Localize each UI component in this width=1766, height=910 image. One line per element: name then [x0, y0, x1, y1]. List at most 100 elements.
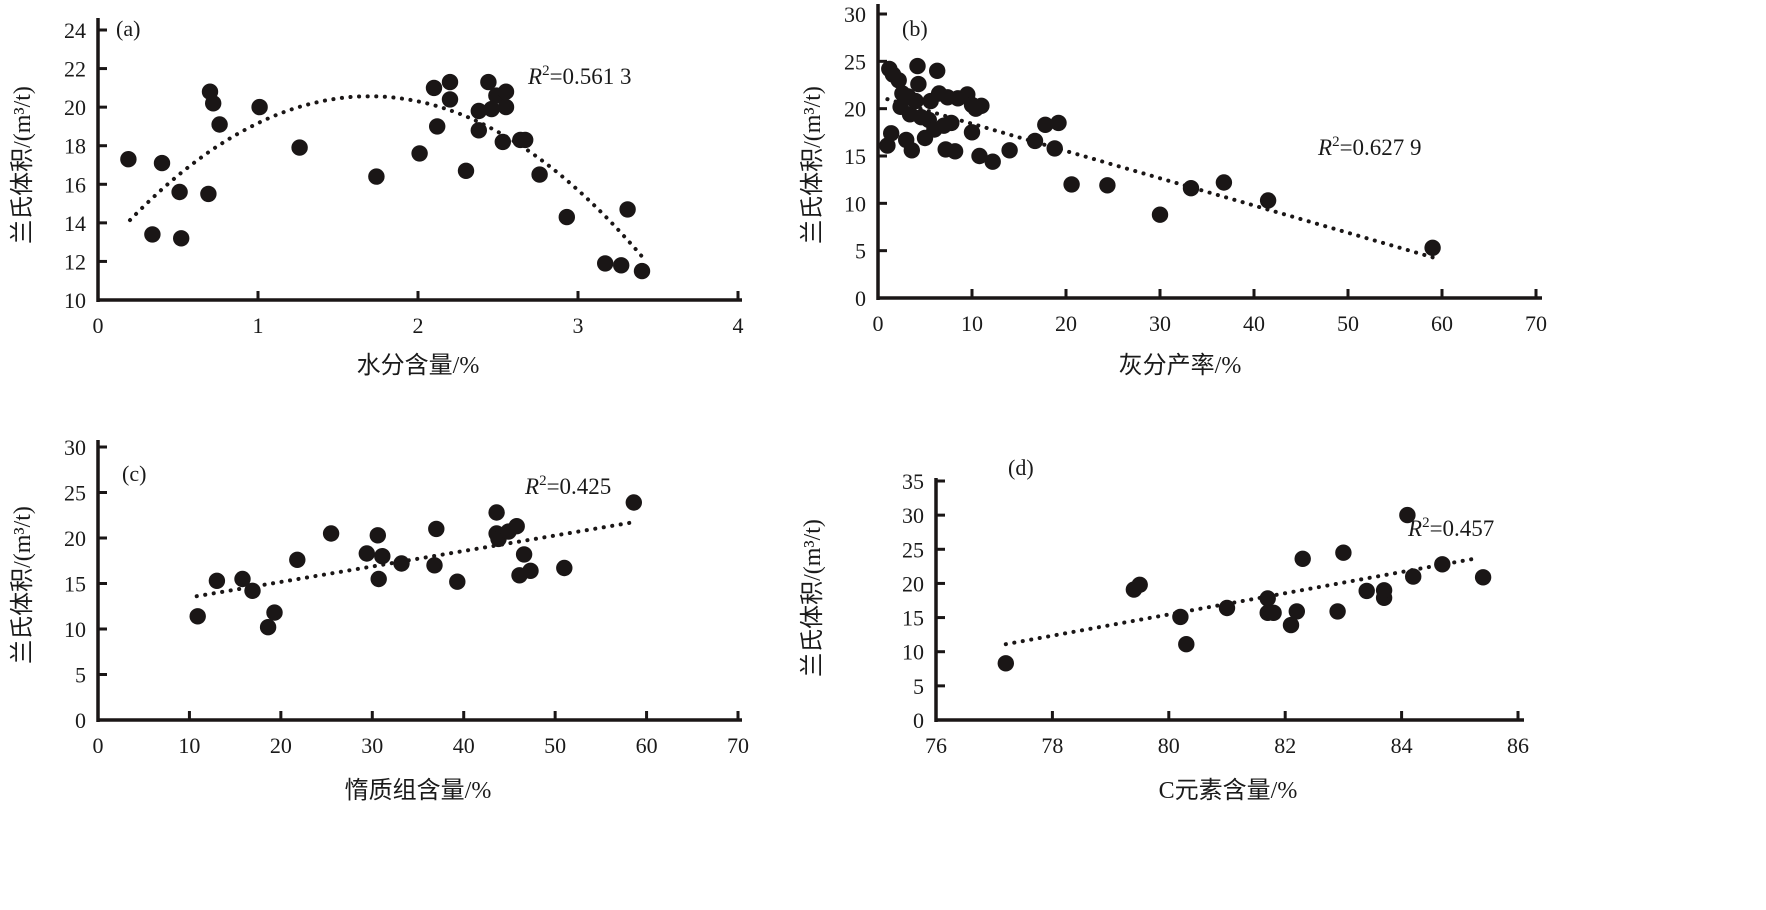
data-point	[1178, 636, 1195, 653]
panel-c-ylabel: 兰氏体积/(m³/t)	[9, 506, 36, 664]
data-point	[259, 619, 277, 636]
trendline-path	[1003, 556, 1480, 647]
data-point	[619, 201, 636, 218]
y-tick-label: 20	[902, 571, 924, 596]
data-point	[449, 573, 466, 590]
panel-b-r2-label: R2=0.627 9	[1317, 134, 1422, 160]
y-tick-label: 5	[913, 674, 924, 699]
data-point	[1265, 604, 1282, 621]
data-point	[963, 124, 981, 141]
x-tick-label: 2	[413, 313, 424, 338]
x-tick-label: 50	[1337, 311, 1359, 336]
y-tick-label: 14	[64, 211, 86, 236]
panel-d-r2-label: R2=0.457	[1407, 515, 1494, 541]
x-tick-label: 76	[925, 733, 947, 758]
data-point	[1026, 132, 1044, 150]
panel-d-ylabel: 兰氏体积/(m³/t)	[799, 519, 826, 677]
panel-b-ash: 0 10 20 30 40 50 60 70 0 5 10 15 20 25 30 (b) R2=0.627…	[799, 2, 1547, 379]
data-point	[973, 97, 990, 115]
data-point	[497, 83, 515, 100]
x-tick-label: 0	[93, 313, 104, 338]
data-point	[251, 98, 268, 116]
data-point	[494, 133, 511, 151]
panel-c-ticks: 0 10 20 30 40 50 60 70 0 5 10 15 20 25 30	[64, 435, 749, 758]
x-tick-label: 3	[573, 313, 584, 338]
x-tick-label: 60	[636, 733, 658, 758]
data-point	[244, 582, 261, 599]
y-tick-label: 10	[902, 640, 924, 665]
data-point	[393, 555, 410, 572]
data-point	[369, 527, 386, 544]
panel-a-label: (a)	[116, 16, 140, 41]
data-point	[558, 208, 575, 226]
data-point	[1215, 174, 1233, 191]
r2-value: =0.425	[547, 474, 612, 499]
panel-d-ticks: 76 78 80 82 84 86 0 5 10 15 20 25 30 35	[902, 469, 1529, 758]
data-point	[200, 185, 217, 203]
data-point	[234, 570, 251, 588]
data-point	[879, 137, 896, 154]
data-point	[625, 494, 642, 511]
data-point	[515, 546, 533, 563]
data-point	[1182, 180, 1200, 197]
data-point	[1218, 599, 1236, 617]
data-point	[291, 139, 308, 156]
data-point	[144, 226, 161, 243]
r2-symbol: R	[1317, 135, 1332, 160]
x-tick-label: 70	[727, 733, 749, 758]
y-tick-label: 18	[64, 134, 86, 159]
x-tick-label: 60	[1431, 311, 1453, 336]
data-point	[1375, 582, 1393, 599]
x-tick-label: 78	[1041, 733, 1063, 758]
data-point	[1259, 590, 1276, 607]
y-tick-label: 0	[855, 286, 866, 311]
data-point	[441, 73, 459, 91]
panel-b-points	[879, 57, 1441, 256]
y-tick-label: 20	[64, 95, 86, 120]
panel-d-points	[997, 506, 1492, 672]
x-tick-label: 84	[1391, 733, 1413, 758]
data-point	[556, 559, 573, 577]
data-point	[1329, 603, 1346, 620]
panel-d-xlabel: C元素含量/%	[1159, 777, 1298, 804]
data-point	[470, 102, 487, 120]
data-point	[322, 525, 340, 542]
data-point	[1050, 114, 1067, 132]
data-point	[483, 100, 500, 118]
data-point	[480, 73, 497, 91]
r2-symbol: R	[1407, 516, 1422, 541]
data-point	[517, 131, 534, 149]
x-tick-label: 82	[1274, 733, 1296, 758]
data-point	[1172, 608, 1189, 626]
data-point	[205, 95, 222, 112]
data-point	[470, 122, 487, 139]
data-point	[171, 183, 188, 201]
data-point	[522, 562, 539, 579]
x-tick-label: 80	[1158, 733, 1180, 758]
data-point	[1424, 239, 1441, 256]
y-tick-label: 15	[64, 572, 86, 597]
y-tick-label: 5	[855, 239, 866, 264]
panel-b-xlabel: 灰分产率/%	[1119, 352, 1242, 379]
x-tick-label: 20	[270, 733, 292, 758]
r2-symbol: R	[524, 474, 539, 499]
r2-value: =0.561 3	[550, 64, 632, 89]
x-tick-label: 4	[733, 313, 744, 338]
r2-superscript: 2	[542, 63, 550, 79]
panel-a-xlabel: 水分含量/%	[357, 352, 480, 379]
panel-d-axes	[934, 478, 1524, 722]
data-point	[208, 572, 226, 589]
x-tick-label: 86	[1507, 733, 1529, 758]
y-tick-label: 0	[913, 708, 924, 733]
data-point	[984, 153, 1001, 170]
y-tick-label: 20	[844, 97, 866, 122]
panel-d-trendline	[1003, 556, 1480, 647]
data-point	[883, 125, 900, 142]
x-tick-label: 50	[544, 733, 566, 758]
data-point	[153, 154, 171, 172]
data-point	[1151, 206, 1169, 223]
r2-superscript: 2	[1422, 515, 1430, 531]
y-tick-label: 25	[844, 49, 866, 74]
panel-c-points	[189, 494, 642, 636]
